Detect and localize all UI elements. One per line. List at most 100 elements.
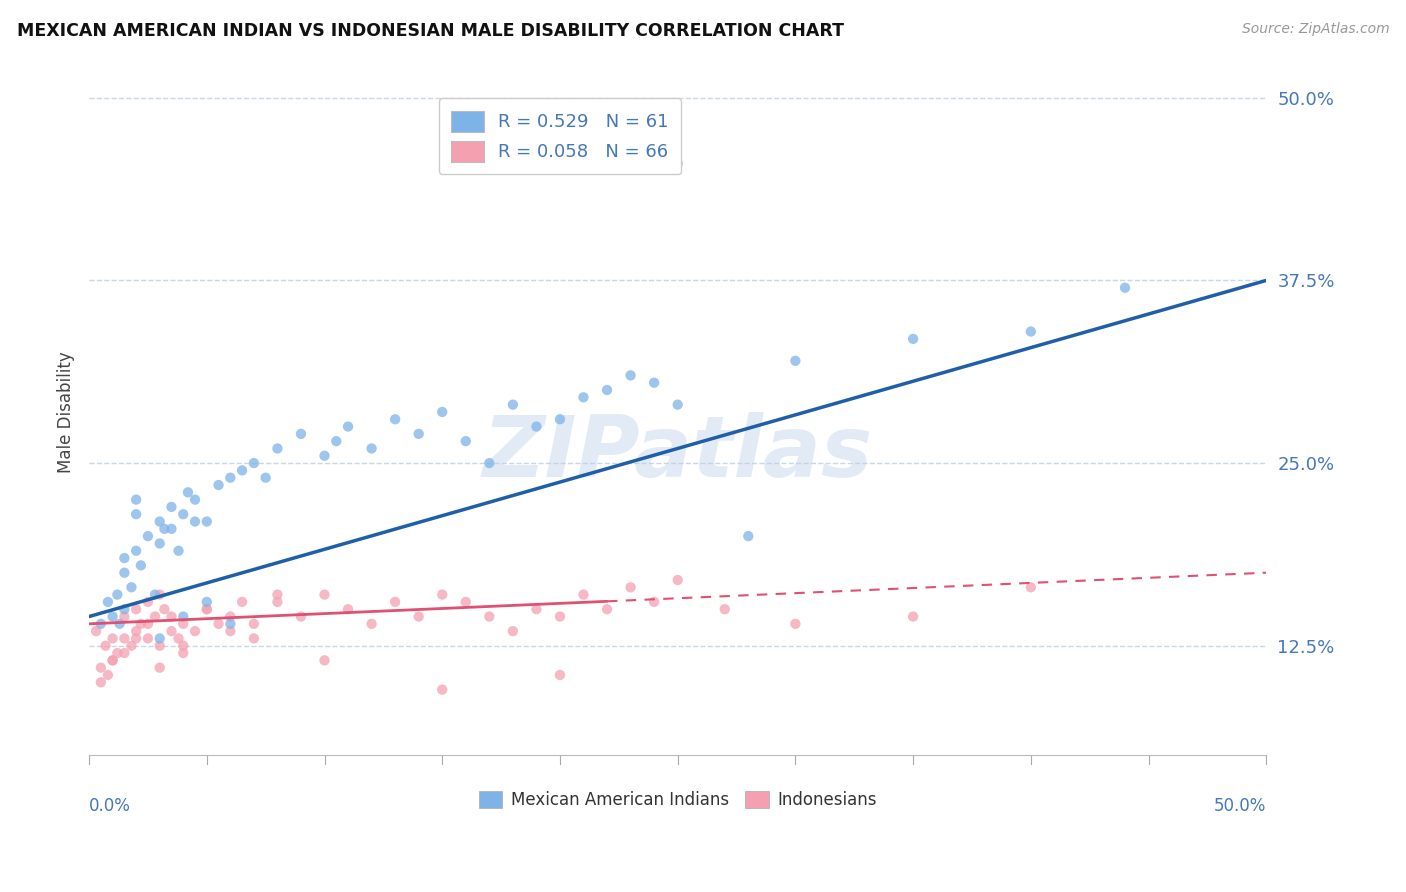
Point xyxy=(112,609,135,624)
Point xyxy=(1019,580,1042,594)
Point xyxy=(785,353,807,368)
Point xyxy=(572,390,595,404)
Point xyxy=(454,434,477,449)
Point xyxy=(572,588,595,602)
Point xyxy=(120,639,142,653)
Point xyxy=(384,595,406,609)
Point xyxy=(149,632,172,646)
Point xyxy=(337,602,360,616)
Point xyxy=(254,471,277,485)
Legend: R = 0.529   N = 61, R = 0.058   N = 66: R = 0.529 N = 61, R = 0.058 N = 66 xyxy=(439,98,682,174)
Point xyxy=(125,624,148,639)
Point xyxy=(101,632,124,646)
Point xyxy=(136,632,159,646)
Point xyxy=(266,588,288,602)
Point xyxy=(136,616,159,631)
Point xyxy=(619,580,641,594)
Point xyxy=(153,522,176,536)
Point xyxy=(195,602,218,616)
Point xyxy=(314,588,336,602)
Point xyxy=(337,419,360,434)
Point xyxy=(408,426,430,441)
Point xyxy=(112,646,135,660)
Point xyxy=(314,449,336,463)
Point xyxy=(160,609,183,624)
Point xyxy=(160,624,183,639)
Point xyxy=(125,507,148,521)
Point xyxy=(596,602,619,616)
Point xyxy=(243,616,266,631)
Point xyxy=(1019,325,1042,339)
Point xyxy=(666,398,689,412)
Point xyxy=(160,522,183,536)
Point xyxy=(101,653,124,667)
Point xyxy=(219,471,242,485)
Point xyxy=(785,616,807,631)
Point xyxy=(149,515,172,529)
Point xyxy=(478,456,501,470)
Point xyxy=(97,595,120,609)
Point xyxy=(266,595,288,609)
Point xyxy=(266,442,288,456)
Point xyxy=(177,485,200,500)
Point xyxy=(136,529,159,543)
Point xyxy=(112,632,135,646)
Point xyxy=(901,332,924,346)
Point xyxy=(548,668,571,682)
Point xyxy=(172,616,194,631)
Point xyxy=(94,639,117,653)
Point xyxy=(90,661,112,675)
Point xyxy=(112,602,135,616)
Point xyxy=(136,595,159,609)
Point xyxy=(108,616,131,631)
Point xyxy=(548,609,571,624)
Point xyxy=(184,492,207,507)
Point xyxy=(125,632,148,646)
Text: 50.0%: 50.0% xyxy=(1213,797,1267,814)
Point xyxy=(290,426,312,441)
Point xyxy=(120,580,142,594)
Point xyxy=(219,624,242,639)
Point xyxy=(666,573,689,587)
Point xyxy=(643,376,665,390)
Point xyxy=(84,624,107,639)
Point xyxy=(153,602,176,616)
Point xyxy=(219,616,242,631)
Point xyxy=(432,405,454,419)
Point xyxy=(502,624,524,639)
Point xyxy=(172,646,194,660)
Point xyxy=(207,478,229,492)
Point xyxy=(454,595,477,609)
Point xyxy=(125,543,148,558)
Point xyxy=(101,609,124,624)
Point xyxy=(143,609,166,624)
Point xyxy=(149,661,172,675)
Point xyxy=(112,551,135,566)
Point xyxy=(167,543,190,558)
Point xyxy=(184,624,207,639)
Point xyxy=(195,595,218,609)
Point xyxy=(90,616,112,631)
Point xyxy=(207,616,229,631)
Point xyxy=(243,456,266,470)
Point xyxy=(172,609,194,624)
Point xyxy=(737,529,759,543)
Y-axis label: Male Disability: Male Disability xyxy=(58,351,75,473)
Point xyxy=(607,128,630,142)
Point xyxy=(101,653,124,667)
Text: Source: ZipAtlas.com: Source: ZipAtlas.com xyxy=(1241,22,1389,37)
Point xyxy=(143,588,166,602)
Point xyxy=(195,515,218,529)
Point xyxy=(125,602,148,616)
Point xyxy=(314,653,336,667)
Text: 0.0%: 0.0% xyxy=(89,797,131,814)
Point xyxy=(526,602,548,616)
Point xyxy=(97,668,120,682)
Point xyxy=(160,500,183,514)
Point xyxy=(325,434,347,449)
Point xyxy=(360,442,382,456)
Point xyxy=(125,492,148,507)
Point xyxy=(90,675,112,690)
Point xyxy=(432,682,454,697)
Point xyxy=(172,639,194,653)
